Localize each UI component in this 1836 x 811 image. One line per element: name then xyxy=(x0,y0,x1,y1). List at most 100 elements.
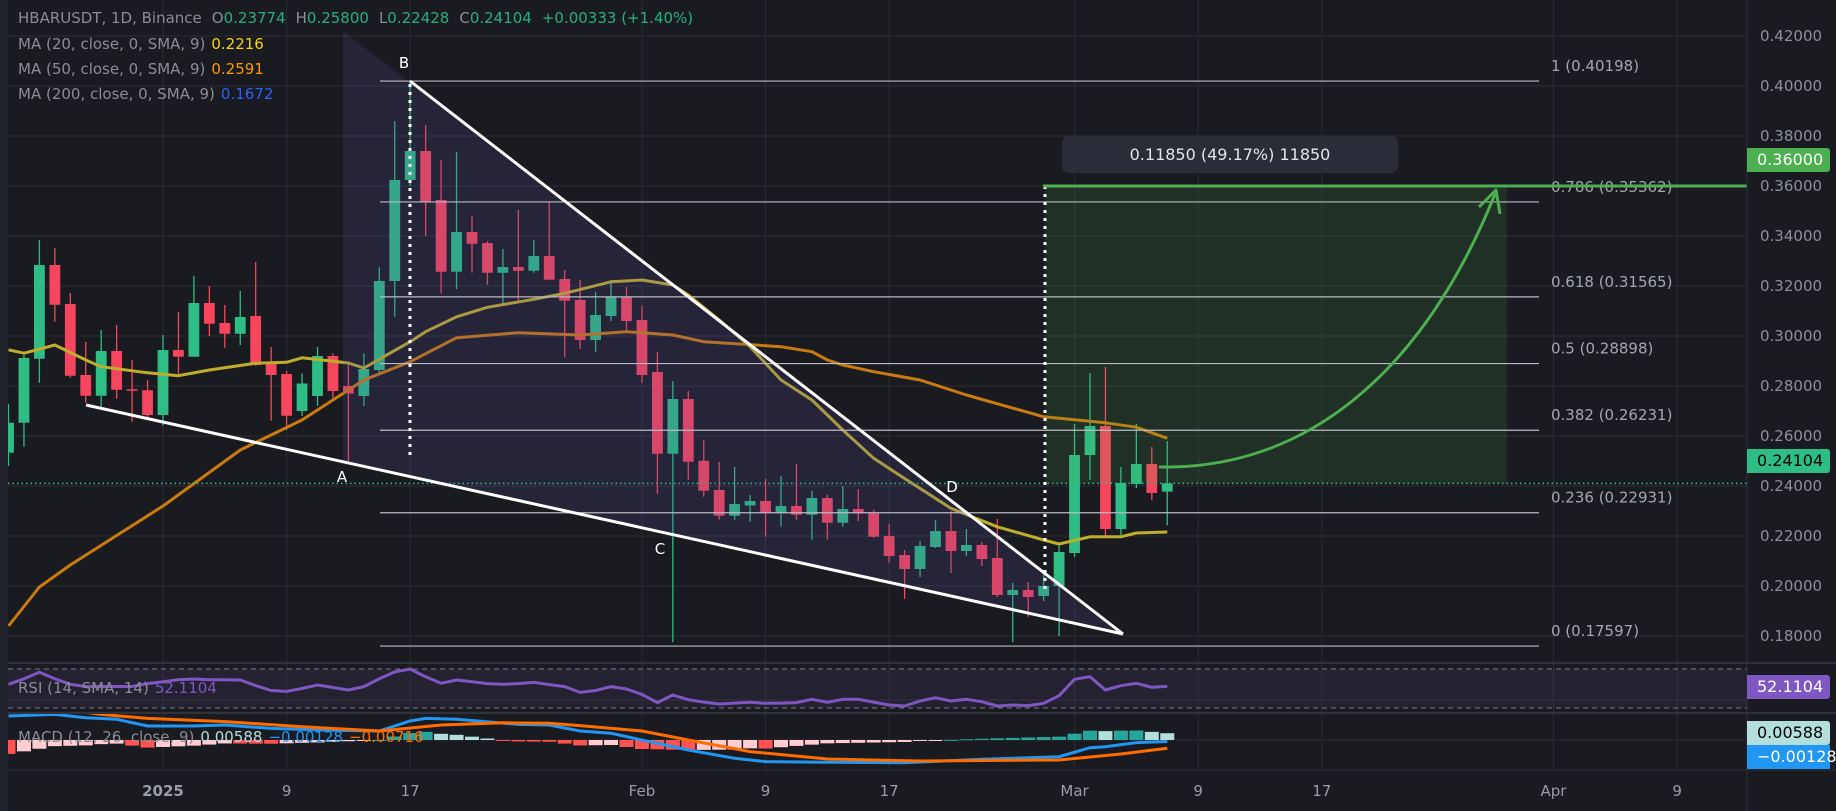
candle[interactable] xyxy=(466,215,478,273)
symbol-title[interactable]: HBARUSDT, 1D, Binance xyxy=(18,9,202,27)
candle[interactable] xyxy=(899,550,910,599)
candle[interactable] xyxy=(1130,424,1142,488)
candle[interactable] xyxy=(1084,373,1096,480)
candle[interactable] xyxy=(1161,441,1173,526)
macd-histogram-bar xyxy=(279,740,294,744)
candle[interactable] xyxy=(621,287,632,331)
candle[interactable] xyxy=(1007,583,1019,643)
candle[interactable] xyxy=(281,371,292,430)
candle[interactable] xyxy=(543,201,555,280)
candle[interactable] xyxy=(837,486,849,527)
candle[interactable] xyxy=(512,210,524,301)
candle[interactable] xyxy=(157,335,169,426)
macd-histogram-bar xyxy=(1098,731,1113,740)
candle[interactable] xyxy=(1100,367,1111,536)
candle[interactable] xyxy=(188,276,200,357)
price-pane[interactable]: 1 (0.40198)0.786 (0.35362)0.618 (0.31565… xyxy=(3,31,1747,647)
candle-body xyxy=(358,369,370,396)
candle[interactable] xyxy=(389,121,401,317)
candle[interactable] xyxy=(991,519,1003,597)
candle[interactable] xyxy=(852,489,864,521)
candle[interactable] xyxy=(1146,447,1158,500)
candle[interactable] xyxy=(744,495,756,522)
candle[interactable] xyxy=(806,491,818,540)
candle[interactable] xyxy=(590,292,601,352)
candle[interactable] xyxy=(219,305,231,348)
macd-legend[interactable]: MACD (12, 26, close, 9) 0.00588 −0.00128 −0… xyxy=(18,727,424,747)
candle[interactable] xyxy=(636,306,648,383)
ma20-legend[interactable]: MA (20, close, 0, SMA, 9) 0.2216 xyxy=(18,34,264,54)
long-position-target-zone[interactable] xyxy=(1045,186,1507,484)
candle[interactable] xyxy=(652,352,663,494)
rsi-pane[interactable] xyxy=(7,667,1747,709)
candle[interactable] xyxy=(1115,467,1127,535)
ma50-legend[interactable]: MA (50, close, 0, SMA, 9) 0.2591 xyxy=(18,59,264,79)
candle[interactable] xyxy=(1022,582,1034,617)
candle[interactable] xyxy=(451,152,462,289)
macd-pane[interactable] xyxy=(2,702,1175,765)
projection-arrow[interactable] xyxy=(1158,193,1497,469)
candle[interactable] xyxy=(528,240,540,273)
candle[interactable] xyxy=(435,160,447,294)
candle[interactable] xyxy=(173,312,184,374)
candle[interactable] xyxy=(142,380,153,419)
candle[interactable] xyxy=(667,381,679,643)
candle[interactable] xyxy=(698,440,710,497)
ma200-legend[interactable]: MA (200, close, 0, SMA, 9) 0.1672 xyxy=(18,84,273,104)
ma200-label[interactable]: MA (200, close, 0, SMA, 9) xyxy=(18,85,215,103)
candle[interactable] xyxy=(914,541,926,577)
ma50-label[interactable]: MA (50, close, 0, SMA, 9) xyxy=(18,60,206,78)
candle[interactable] xyxy=(930,520,941,548)
symbol-legend[interactable]: HBARUSDT, 1D, Binance O0.23774 H0.25800 L0.… xyxy=(18,8,693,28)
candle[interactable] xyxy=(760,479,771,537)
fibonacci-retracement[interactable]: 1 (0.40198)0.786 (0.35362)0.618 (0.31565… xyxy=(380,57,1672,647)
candle[interactable] xyxy=(234,291,246,345)
rsi-legend[interactable]: RSI (14, SMA, 14) 52.1104 xyxy=(18,678,217,698)
ma20-label[interactable]: MA (20, close, 0, SMA, 9) xyxy=(18,35,206,53)
candle[interactable] xyxy=(296,373,308,417)
candle[interactable] xyxy=(34,240,45,383)
candle[interactable] xyxy=(945,511,957,573)
candle[interactable] xyxy=(49,248,61,322)
candle[interactable] xyxy=(373,267,385,374)
macd-label[interactable]: MACD (12, 26, close, 9) xyxy=(18,728,195,746)
candle[interactable] xyxy=(559,270,571,358)
candle[interactable] xyxy=(203,286,215,336)
macd-histogram-bar xyxy=(341,740,356,742)
candle[interactable] xyxy=(265,347,277,421)
candle[interactable] xyxy=(961,529,972,556)
candle[interactable] xyxy=(482,241,493,285)
candle[interactable] xyxy=(312,347,323,406)
wedge-upper-trendline[interactable] xyxy=(409,79,1124,636)
candle[interactable] xyxy=(713,462,725,520)
time-tick-label: 17 xyxy=(880,782,899,800)
candle[interactable] xyxy=(791,464,802,520)
macd-histogram-bar xyxy=(743,740,758,749)
candle[interactable] xyxy=(729,467,741,520)
time-axis[interactable]: 2025 9 17 Feb 9 17 Mar 9 17 Apr 9 xyxy=(142,782,1682,800)
candle[interactable] xyxy=(80,342,92,403)
candle[interactable] xyxy=(18,355,30,447)
candle[interactable] xyxy=(3,404,14,466)
candle-body xyxy=(667,399,679,454)
candle[interactable] xyxy=(883,524,895,563)
candle[interactable] xyxy=(976,542,988,566)
candle[interactable] xyxy=(1069,424,1080,557)
candle[interactable] xyxy=(775,476,787,527)
candle[interactable] xyxy=(605,280,617,321)
candle[interactable] xyxy=(250,262,262,366)
wedge-lower-trendline[interactable] xyxy=(85,403,1124,636)
macd-histogram-bar xyxy=(804,740,819,745)
candle-body xyxy=(312,356,323,396)
candle[interactable] xyxy=(821,494,833,540)
candle[interactable] xyxy=(111,325,123,399)
candle-body xyxy=(1161,483,1173,492)
candle[interactable] xyxy=(420,125,432,236)
candle[interactable] xyxy=(95,330,107,407)
rsi-label[interactable]: RSI (14, SMA, 14) xyxy=(18,679,149,697)
candle[interactable] xyxy=(574,280,586,349)
price-axis[interactable]: 0.42000 0.40000 0.38000 0.36000 0.34000 0.320… xyxy=(1760,27,1822,645)
candle[interactable] xyxy=(64,293,76,378)
candle[interactable] xyxy=(868,509,880,538)
